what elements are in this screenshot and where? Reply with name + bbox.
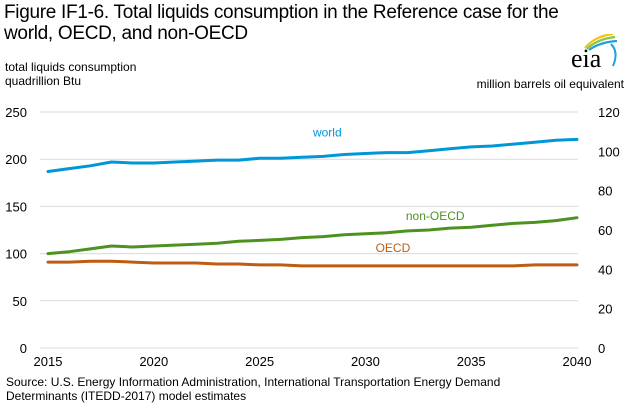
x-tick-label: 2020 [139,354,168,369]
y2-tick-label: 20 [598,302,612,317]
y2-tick-label: 120 [598,105,620,120]
series-label-oecd: OECD [376,241,411,255]
x-tick-label: 2025 [245,354,274,369]
x-axis-ticks: 2015 2020 2025 2030 2035 2040 [34,354,592,369]
x-tick-label: 2030 [351,354,380,369]
y-tick-label: 200 [5,152,27,167]
eia-logo-text: eia [571,44,602,70]
series-line-world [46,137,579,173]
chart-title: Figure IF1-6. Total liquids consumption … [4,2,559,44]
y2-tick-label: 100 [598,144,620,159]
y-tick-label: 150 [5,199,27,214]
y-axis-title-left: total liquids consumption quadrillion Bt… [5,60,136,88]
y-tick-label: 250 [5,105,27,120]
y-axis-title-right: million barrels oil equivalent [476,77,624,91]
y-axis-title-line1: total liquids consumption [5,60,137,74]
y-axis-ticks-left: 0 50 100 150 200 250 [5,105,27,356]
y-tick-label: 50 [13,294,27,309]
x-tick-label: 2040 [563,354,592,369]
y-tick-label: 100 [5,247,27,262]
source-note: Source: U.S. Energy Information Administ… [6,375,626,403]
series-labels: world non-OECD OECD [312,125,465,255]
series-label-world: world [312,125,342,139]
eia-logo-icon: eia [565,32,621,73]
source-line-2: Determinants (ITEDD-2017) model estimate… [6,389,247,403]
source-line-1: Source: U.S. Energy Information Administ… [6,375,501,389]
series-lines [46,137,579,268]
x-tick-label: 2035 [457,354,486,369]
y2-tick-label: 80 [598,184,612,199]
series-label-non-oecd: non-OECD [406,209,465,223]
series-line-oecd [46,259,579,268]
gridlines [40,111,578,349]
x-tick-label: 2015 [34,354,63,369]
y-axis-ticks-right: 0 20 40 60 80 100 120 [598,105,620,356]
y-axis-title-line2: quadrillion Btu [5,74,82,88]
y2-tick-label: 40 [598,262,612,277]
y-tick-label: 0 [20,341,27,356]
series-line-non-oecd [46,216,579,256]
y2-tick-label: 60 [598,223,612,238]
y2-tick-label: 0 [598,341,605,356]
